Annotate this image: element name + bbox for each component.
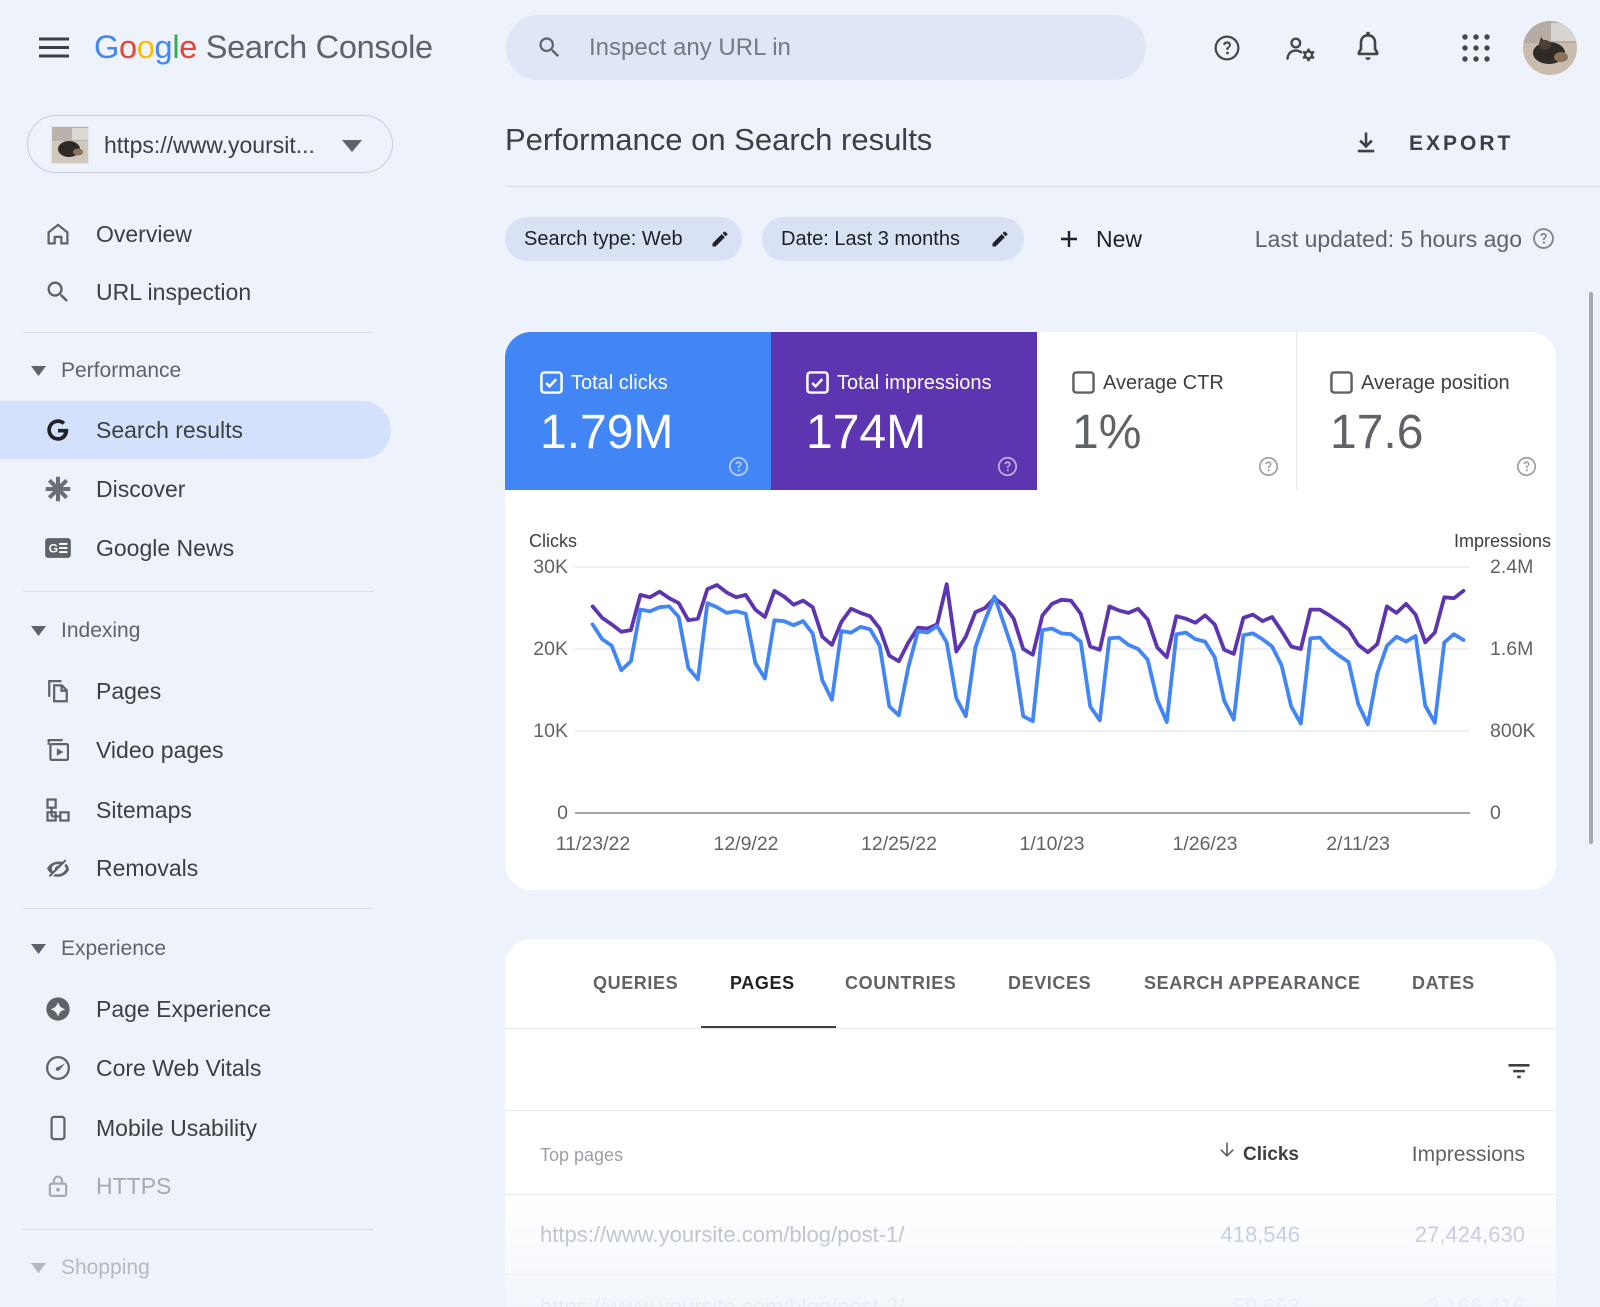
svg-text:1.6M: 1.6M bbox=[1490, 638, 1533, 660]
svg-text:12/9/22: 12/9/22 bbox=[713, 833, 778, 855]
svg-text:12/25/22: 12/25/22 bbox=[861, 833, 937, 855]
svg-text:0: 0 bbox=[557, 802, 568, 824]
svg-text:1/26/23: 1/26/23 bbox=[1172, 833, 1237, 855]
svg-text:2/11/23: 2/11/23 bbox=[1326, 833, 1390, 855]
svg-text:Impressions: Impressions bbox=[1454, 531, 1551, 551]
svg-text:Clicks: Clicks bbox=[529, 531, 577, 551]
svg-text:30K: 30K bbox=[533, 556, 568, 578]
svg-text:2.4M: 2.4M bbox=[1490, 556, 1533, 578]
svg-text:G: G bbox=[49, 542, 59, 556]
svg-text:1/10/23: 1/10/23 bbox=[1019, 833, 1084, 855]
svg-text:800K: 800K bbox=[1490, 720, 1536, 742]
svg-text:20K: 20K bbox=[533, 638, 568, 660]
svg-text:11/23/22: 11/23/22 bbox=[556, 833, 630, 855]
svg-text:0: 0 bbox=[1490, 802, 1501, 824]
svg-text:10K: 10K bbox=[533, 720, 568, 742]
